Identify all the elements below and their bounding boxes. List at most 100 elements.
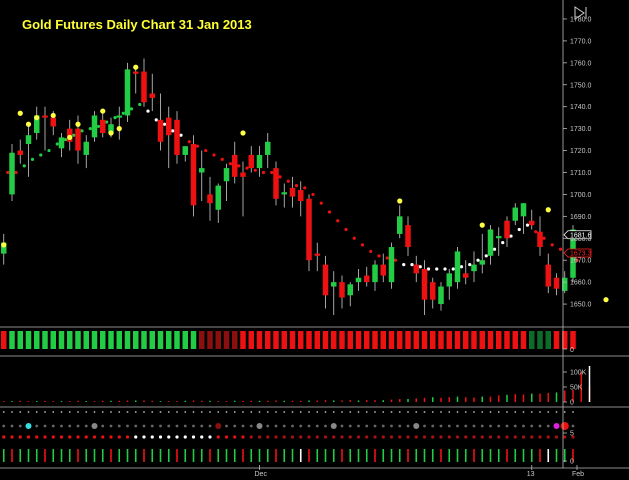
indicator-dot [439,424,443,428]
indicator-dot [513,435,517,439]
indicator-dot [365,424,369,428]
trend-dot [245,166,249,170]
indicator-dot [563,411,566,413]
candle-body [17,150,23,155]
trend-dot [63,137,68,142]
volume-tick-label: 100K [570,370,587,377]
trend-dot [294,184,299,188]
indicator-bar [200,449,203,462]
indicator-dot [18,424,22,428]
indicator-bar [176,449,178,462]
trend-dot [393,258,398,262]
play-bar-icon[interactable] [574,6,587,20]
candle-body [141,71,147,103]
trend-dot [492,247,497,251]
candle-body [339,282,345,298]
signal-dot [116,126,122,132]
momentum-bar [190,331,197,349]
indicator-dot [398,435,402,439]
trend-dot [426,267,431,271]
indicator-signal [413,423,420,429]
trend-dot [187,140,191,144]
indicator-signal [330,423,337,429]
momentum-bar [438,331,444,349]
indicator-dot [68,435,72,439]
candle-body [182,146,188,155]
trend-dot [443,267,447,271]
indicator-dot [150,435,154,439]
indicator-dot [381,435,385,439]
price-tick-label: 1720.0 [570,148,592,155]
indicator-dot [415,411,418,413]
indicator-bar [250,449,253,462]
momentum-bar [281,331,287,349]
indicator-bar [283,449,286,462]
indicator-dot [489,424,492,428]
candle-body [1,242,7,254]
indicator-signal [560,422,569,430]
indicator-dot [68,411,71,413]
price-panel [1,58,609,316]
candle-body [322,264,329,296]
indicator-dot [167,435,171,439]
indicator-dot [456,411,459,413]
indicator-dot [27,411,30,413]
momentum-bar [215,331,221,349]
trend-dot [558,247,563,251]
indicator-dot [134,424,138,428]
indicator-bar [266,449,269,462]
price-tag-label: 1673.3 [570,250,592,257]
signal-dot [240,130,246,136]
indicator-dot [480,435,484,439]
trend-dot [336,219,340,223]
indicator-dot [200,411,203,413]
indicator-dot [439,435,443,439]
candle-body [157,119,164,142]
indicator-dot [159,411,162,413]
candle-body [520,203,527,217]
candle-body [306,198,312,261]
indicator-bar [382,449,385,462]
indicator-dot [406,424,410,428]
indicator-dot [266,424,270,428]
signal-dot [133,64,139,70]
indicator-dot [282,424,286,428]
candle-body [496,236,502,239]
momentum-bar [413,331,419,349]
indicator-dot [217,411,220,413]
indicator-bar [60,449,63,462]
indicator-dot [249,424,253,428]
momentum-bar [256,331,263,349]
candle-body [83,141,89,155]
indicator-dot [282,435,286,439]
indicator-dot [521,435,526,439]
indicator-dot [340,435,344,439]
indicator-dot [373,424,377,428]
signal-dot [34,115,40,121]
candle-body [42,115,48,118]
indicator-dot [175,424,179,428]
indicator-bar [225,449,228,462]
trend-dot [410,262,414,267]
indicator-dot [374,411,376,413]
momentum-bar [512,331,518,349]
indicator-signal [25,423,32,429]
indicator-dot [497,424,501,428]
trend-dot [129,107,134,111]
indicator-dot [134,435,138,439]
indicator-bar [233,449,236,462]
momentum-bar [166,331,172,349]
indicator-dot [44,411,46,413]
indicator-dot [18,435,22,439]
momentum-bar [388,331,395,349]
candle-body [215,185,221,210]
indicator-dot [125,435,130,439]
indicator-bar [68,449,71,462]
momentum-bar [298,331,304,349]
indicator-bar [184,449,187,462]
price-tick-label: 1670.0 [570,258,592,265]
indicator-bar [530,449,533,462]
trend-dot [47,148,51,153]
momentum-bar [232,331,238,349]
indicator-bar [365,449,368,462]
